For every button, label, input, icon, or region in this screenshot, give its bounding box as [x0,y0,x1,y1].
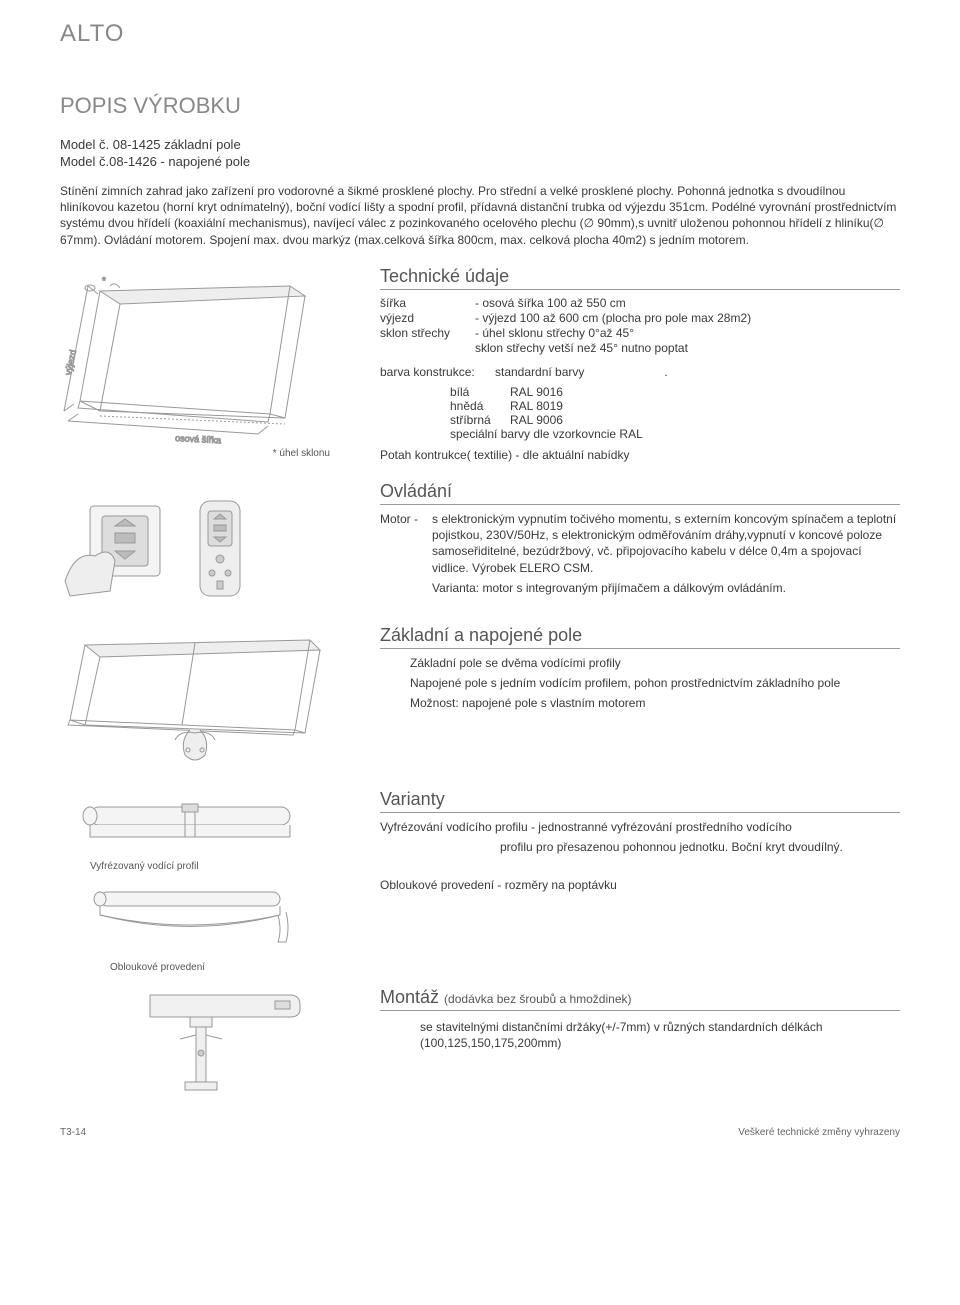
brand-title: ALTO [60,20,900,48]
zakladni-heading: Základní a napojené pole [380,625,900,649]
montaz-section: Montáž (dodávka bez šroubů a hmoždinek) … [60,987,900,1097]
montaz-text: se stavitelnými distančními držáky(+/-7m… [380,1019,900,1051]
vyjezd-label: výjezd [63,349,78,376]
spec-label: šířka [380,296,475,310]
model-line: Model č.08-1426 - napojené pole [60,154,900,169]
zakladni-line: Možnost: napojené pole s vlastním motore… [380,695,900,711]
zakladni-line: Základní pole se dvěma vodícími profily [380,655,900,671]
remote-diagram [60,481,360,611]
spec-label: sklon střechy [380,326,475,340]
coupled-diagram [60,625,360,775]
page-title: POPIS VÝROBKU [60,93,900,119]
motor-label: Motor - [380,511,432,576]
varianty-line: Vyfrézování vodícího profilu - jednostra… [380,819,900,835]
color-ral: RAL 9006 [510,413,563,427]
ovladani-section: Ovládání Motor - s elektronickým vypnutí… [60,481,900,611]
tech-heading: Technické údaje [380,266,900,290]
curved-diagram: Obloukové provedení [60,880,360,973]
osova-label: osová šířka [175,433,221,445]
color-name: hnědá [450,399,510,413]
motor-text: s elektronickým vypnutím točivého moment… [432,511,900,576]
ovladani-heading: Ovládání [380,481,900,505]
spec-label: výjezd [380,311,475,325]
curved-caption: Obloukové provedení [60,962,360,973]
spec-value: - osová šířka 100 až 550 cm [475,296,900,310]
footer-right: Veškeré technické změny vyhrazeny [738,1127,900,1138]
special-colors: speciální barvy dle vzorkovncie RAL [450,427,900,441]
spec-indent-line: sklon střechy vetší než 45° nutno poptat [380,341,900,355]
spec-value: - výjezd 100 až 600 cm (plocha pro pole … [475,311,900,325]
svg-text:*: * [102,276,106,287]
model-list: Model č. 08-1425 základní pole Model č.0… [60,137,900,169]
milled-caption: Vyfrézovaný vodící profil [60,861,360,872]
varianty-heading: Varianty [380,789,900,813]
zakladni-line: Napojené pole s jedním vodícím profilem,… [380,675,900,691]
intro-paragraph: Stínění zimních zahrad jako zařízení pro… [60,183,900,248]
awning-diagram: osová šířka výjezd * * úhel sklonu [60,266,360,467]
potah-line: Potah kontrukce( textilie) - dle aktuáln… [380,447,900,463]
color-label: barva konstrukce: [380,365,495,379]
model-line: Model č. 08-1425 základní pole [60,137,900,152]
varianty-line: profilu pro přesazenou pohonnou jednotku… [380,839,900,855]
footer-left: T3-14 [60,1127,86,1138]
color-name: bílá [450,385,510,399]
page-footer: T3-14 Veškeré technické změny vyhrazeny [60,1127,900,1138]
fig-sklon-caption: * úhel sklonu [60,448,360,459]
color-ral: RAL 8019 [510,399,563,413]
varianta-line: Varianta: motor s integrovaným přijímače… [380,580,900,596]
color-ral: RAL 9016 [510,385,563,399]
color-name: stříbrná [450,413,510,427]
milled-profile-diagram: Vyfrézovaný vodící profil [60,789,360,872]
tech-section: osová šířka výjezd * * úhel sklonu Techn… [60,266,900,467]
montaz-heading: Montáž (dodávka bez šroubů a hmoždinek) [380,987,900,1011]
varianty-line: Obloukové provedení - rozměry na poptávk… [380,877,900,893]
varianty-section: Vyfrézovaný vodící profil Obloukové prov… [60,789,900,973]
color-value: standardní barvy [495,365,584,379]
bracket-diagram [60,987,360,1097]
spec-value: - úhel sklonu střechy 0°až 45° [475,326,900,340]
zakladni-section: Základní a napojené pole Základní pole s… [60,625,900,775]
